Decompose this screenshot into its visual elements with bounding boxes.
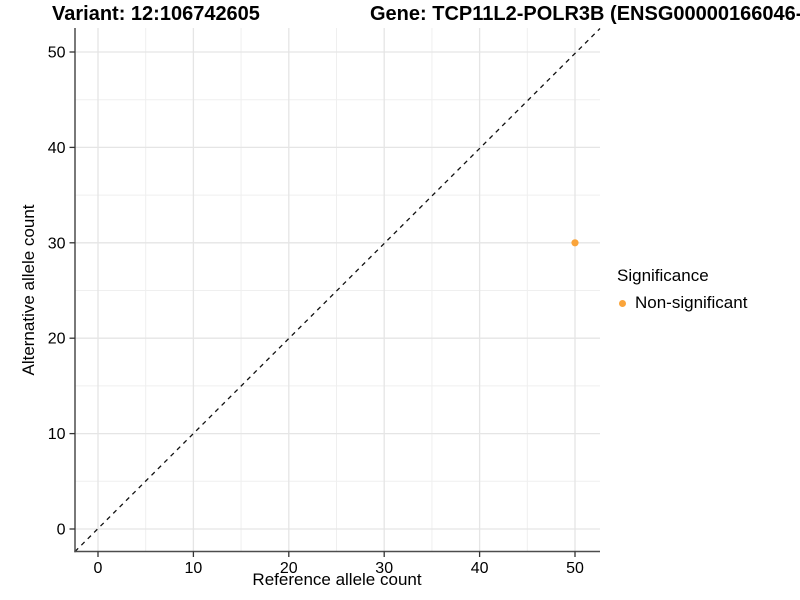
legend-title: Significance (617, 266, 709, 285)
legend: Significance Non-significant (617, 266, 747, 313)
legend-item-non-significant: Non-significant (619, 293, 747, 313)
y-tick-label: 50 (48, 45, 66, 62)
x-axis-title: Reference allele count (252, 570, 422, 589)
x-tick-label: 0 (94, 560, 103, 577)
legend-item-label: Non-significant (635, 293, 748, 312)
identity-line (74, 28, 601, 552)
x-tick-label: 10 (185, 560, 203, 577)
plot-title-variant: Variant: 12:106742605 (52, 3, 260, 25)
y-tick-label: 40 (48, 140, 66, 157)
data-point (571, 239, 579, 247)
point-icon (619, 299, 626, 307)
x-tick-label: 50 (566, 560, 584, 577)
y-tick-label: 20 (48, 331, 66, 348)
plot-title-gene: Gene: TCP11L2-POLR3B (ENSG00000166046- (370, 3, 800, 25)
x-tick-label: 30 (375, 560, 393, 577)
x-tick-label: 40 (471, 560, 489, 577)
y-axis-title: Alternative allele count (19, 204, 38, 376)
y-tick-label: 10 (48, 426, 66, 443)
x-tick-label: 20 (280, 560, 298, 577)
y-tick-label: 0 (57, 522, 66, 539)
y-tick-label: 30 (48, 235, 66, 252)
